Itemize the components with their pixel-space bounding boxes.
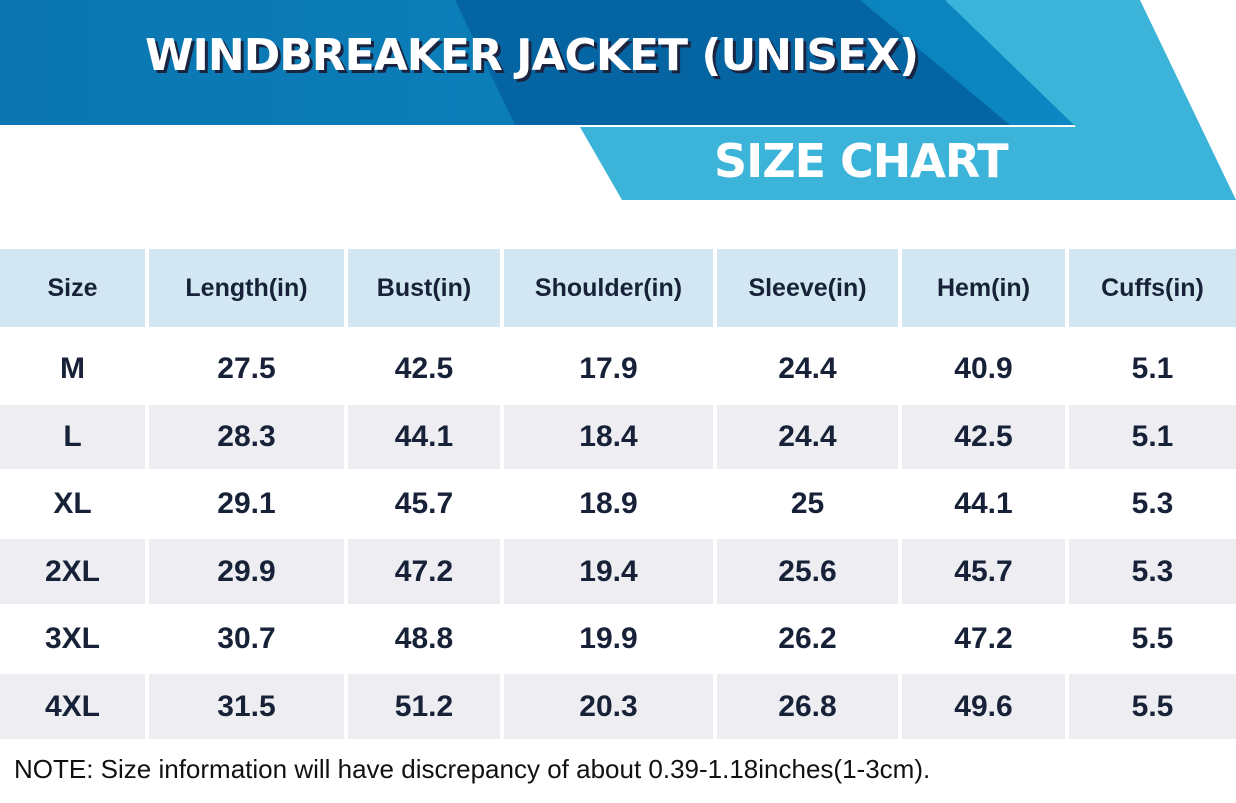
table-cell: 24.4	[717, 405, 898, 469]
column-header: Bust(in)	[348, 249, 500, 327]
banner	[0, 0, 1236, 200]
table-cell: 30.7	[149, 607, 344, 671]
band-dark	[455, 0, 1010, 125]
table-cell: 45.7	[348, 472, 500, 536]
table-cell: 47.2	[902, 607, 1065, 671]
table-cell: 42.5	[902, 405, 1065, 469]
note: NOTE: Size information will have discrep…	[14, 754, 931, 784]
table-cell: M	[0, 335, 145, 402]
column-header: Length(in)	[149, 249, 344, 327]
subtitle: SIZE CHART	[714, 134, 1009, 188]
table-cell: 45.7	[902, 539, 1065, 604]
table-cell: 26.2	[717, 607, 898, 671]
table-cell: 18.9	[504, 472, 713, 536]
table-cell: 5.5	[1069, 607, 1236, 671]
table-cell: 47.2	[348, 539, 500, 604]
table-cell: 2XL	[0, 539, 145, 604]
table-cell: 17.9	[504, 335, 713, 402]
table-cell: 18.4	[504, 405, 713, 469]
table-cell: 40.9	[902, 335, 1065, 402]
table-cell: 31.5	[149, 674, 344, 739]
band-light	[580, 0, 1236, 200]
column-header: Cuffs(in)	[1069, 249, 1236, 327]
table-cell: 48.8	[348, 607, 500, 671]
table-cell: L	[0, 405, 145, 469]
table-cell: 28.3	[149, 405, 344, 469]
table-cell: 27.5	[149, 335, 344, 402]
column-header: Size	[0, 249, 145, 327]
table-cell: XL	[0, 472, 145, 536]
column-header: Hem(in)	[902, 249, 1065, 327]
table-cell: 29.9	[149, 539, 344, 604]
table-cell: 19.9	[504, 607, 713, 671]
table-cell: 26.8	[717, 674, 898, 739]
table-cell: 42.5	[348, 335, 500, 402]
table-cell: 20.3	[504, 674, 713, 739]
table-cell: 51.2	[348, 674, 500, 739]
table-cell: 24.4	[717, 335, 898, 402]
table-cell: 29.1	[149, 472, 344, 536]
table-cell: 5.3	[1069, 539, 1236, 604]
column-header: Shoulder(in)	[504, 249, 713, 327]
table-cell: 4XL	[0, 674, 145, 739]
table-cell: 5.1	[1069, 335, 1236, 402]
table-cell: 5.5	[1069, 674, 1236, 739]
table-cell: 5.1	[1069, 405, 1236, 469]
table-cell: 49.6	[902, 674, 1065, 739]
table-cell: 25	[717, 472, 898, 536]
table-cell: 5.3	[1069, 472, 1236, 536]
table-cell: 3XL	[0, 607, 145, 671]
table-cell: 25.6	[717, 539, 898, 604]
title: WINDBREAKER JACKET (UNISEX)	[145, 30, 919, 81]
table-cell: 19.4	[504, 539, 713, 604]
table-cell: 44.1	[902, 472, 1065, 536]
column-header: Sleeve(in)	[717, 249, 898, 327]
table-cell: 44.1	[348, 405, 500, 469]
